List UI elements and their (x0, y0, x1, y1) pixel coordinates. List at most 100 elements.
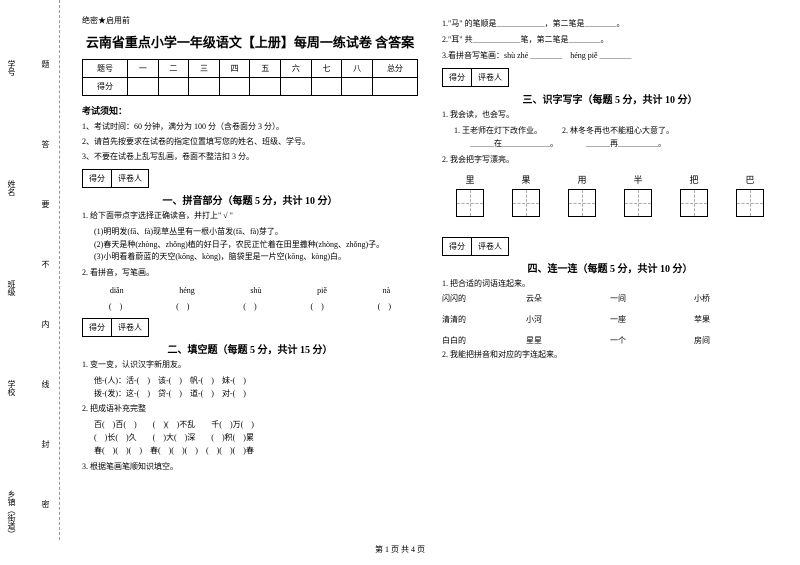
table-row: 题号 一 二 三 四 五 六 七 八 总分 (83, 60, 418, 78)
q7-stem: 1. 我会读，也会写。 (442, 109, 778, 122)
section-4-title: 四、连一连（每题 5 分，共计 10 分） (442, 260, 778, 275)
word: 一个 (610, 335, 694, 346)
notice-item: 2、请首先按要求在试卷的指定位置填写您的姓名、班级、学号。 (82, 136, 418, 148)
score-cell[interactable] (189, 78, 220, 96)
score-label: 得分 (443, 69, 472, 86)
tian-box[interactable] (624, 189, 652, 217)
score-cell[interactable] (219, 78, 250, 96)
tian-box[interactable] (680, 189, 708, 217)
score-cell[interactable] (281, 78, 312, 96)
header-cell: 六 (281, 60, 312, 78)
q1-c: (3)小明看着蔚蓝的天空(kōng、kòng)，脑袋里是一片空(kōng、kòn… (94, 251, 418, 264)
score-cell[interactable] (250, 78, 281, 96)
q1-a: (1)明明发(fā、fà)现草丛里有一根小苗发(fā、fà)芽了。 (94, 226, 418, 239)
q2-stem: 2. 看拼音，写笔画。 (82, 267, 418, 280)
word: 清清的 (442, 314, 526, 325)
binding-field-id: 学号 (6, 60, 17, 76)
pinyin: shù (250, 286, 261, 295)
grader-label: 评卷人 (472, 238, 508, 255)
paren[interactable]: ( ) (243, 301, 256, 312)
section-2-title: 二、填空题（每题 5 分，共计 15 分） (82, 341, 418, 356)
score-cell[interactable] (158, 78, 189, 96)
score-label: 得分 (83, 170, 112, 187)
grader-box: 得分 评卷人 (442, 68, 509, 87)
char-box-row: 里 果 用 半 把 (442, 173, 778, 217)
header-cell: 二 (158, 60, 189, 78)
header-cell: 题号 (83, 60, 128, 78)
seal-mark: 线 (40, 380, 51, 388)
seal-mark: 要 (40, 200, 51, 208)
score-cell[interactable] (342, 78, 373, 96)
header-cell: 五 (250, 60, 281, 78)
score-cell[interactable] (311, 78, 342, 96)
score-label: 得分 (443, 238, 472, 255)
binding-field-township: 乡镇（街道） (6, 490, 17, 538)
q6-a: 1."马" 的笔顺是＿＿＿＿＿＿，第二笔是＿＿＿＿。 (442, 18, 778, 31)
binding-field-name: 姓名 (6, 180, 17, 196)
char-label: 巴 (736, 173, 764, 186)
notice-item: 3、不要在试卷上乱写乱画，卷面不整洁扣 3 分。 (82, 151, 418, 163)
tian-box[interactable] (512, 189, 540, 217)
q9-stem: 1. 把合适的词语连起来。 (442, 278, 778, 291)
connect-row: 闪闪的 云朵 一间 小桥 (442, 293, 778, 304)
pinyin-row: diǎn héng shù piě nà (82, 286, 418, 295)
paren[interactable]: ( ) (176, 301, 189, 312)
char-label: 果 (512, 173, 540, 186)
char-label: 里 (456, 173, 484, 186)
grader-box: 得分 评卷人 (442, 237, 509, 256)
main-content: 绝密★启用前 云南省重点小学一年级语文【上册】每周一练试卷 含答案 题号 一 二… (60, 0, 800, 540)
paren[interactable]: ( ) (109, 301, 122, 312)
char-label: 用 (568, 173, 596, 186)
word: 小桥 (694, 293, 778, 304)
tian-box[interactable] (456, 189, 484, 217)
right-column: 1."马" 的笔顺是＿＿＿＿＿＿，第二笔是＿＿＿＿。 2."耳" 共＿＿＿＿＿＿… (430, 15, 790, 535)
header-cell: 八 (342, 60, 373, 78)
word: 星星 (526, 335, 610, 346)
seal-mark: 密 (40, 500, 51, 508)
word: 云朵 (526, 293, 610, 304)
tian-box[interactable] (736, 189, 764, 217)
paren[interactable]: ( ) (378, 301, 391, 312)
score-cell: 得分 (83, 78, 128, 96)
q1-stem: 1. 给下面带点字选择正确读音，并打上" √ " (82, 210, 418, 223)
q1-b: (2)春天是种(zhòng、zhǒng)植的好日子，农民正忙着在田里撒种(zhò… (94, 239, 418, 252)
pinyin: piě (317, 286, 327, 295)
q3-a: 他-(人)：活-( ) 该-( ) 帆-( ) 妹-( ) (94, 375, 418, 388)
header-cell: 三 (189, 60, 220, 78)
header-cell: 总分 (372, 60, 417, 78)
section-header-1: 得分 评卷人 (82, 169, 418, 188)
word: 小河 (526, 314, 610, 325)
word: 房间 (694, 335, 778, 346)
grader-label: 评卷人 (472, 69, 508, 86)
tian-box[interactable] (568, 189, 596, 217)
header-cell: 四 (219, 60, 250, 78)
section-header-2: 得分 评卷人 (82, 318, 418, 337)
q8-stem: 2. 我会把字写漂亮。 (442, 154, 778, 167)
char-group: 用 (568, 173, 596, 217)
seal-mark: 答 (40, 140, 51, 148)
word: 闪闪的 (442, 293, 526, 304)
pinyin: diǎn (110, 286, 124, 295)
seal-mark: 不 (40, 260, 51, 268)
word: 白白的 (442, 335, 526, 346)
seal-mark: 内 (40, 320, 51, 328)
q4-a: 百( )百( ) ( )( )不乱 千( )万( ) (94, 419, 418, 432)
q7-a: 1. 王老师在灯下改作业。 2. 林冬冬再也不能粗心大意了。 (454, 125, 778, 138)
secret-label: 绝密★启用前 (82, 15, 418, 26)
paren[interactable]: ( ) (310, 301, 323, 312)
score-cell[interactable] (372, 78, 417, 96)
q4-b: ( )长( )久 ( )大( )深 ( )积( )累 (94, 432, 418, 445)
word: 一座 (610, 314, 694, 325)
notice-heading: 考试须知： (82, 104, 418, 117)
q7-b: ＿＿＿在＿＿＿＿＿＿。 ＿＿＿再＿＿＿＿＿。 (454, 138, 778, 151)
char-group: 把 (680, 173, 708, 217)
grader-label: 评卷人 (112, 319, 148, 336)
page-container: 乡镇（街道） 学校 班级 姓名 学号 密 封 线 内 不 要 答 题 绝密★启用… (0, 0, 800, 540)
q3-stem: 1. 变一变，认识汉字新朋友。 (82, 359, 418, 372)
connect-row: 清清的 小河 一座 苹果 (442, 314, 778, 325)
word: 苹果 (694, 314, 778, 325)
section-header-3: 得分 评卷人 (442, 68, 778, 87)
seal-mark: 题 (40, 60, 51, 68)
connect-row: 白白的 星星 一个 房间 (442, 335, 778, 346)
score-cell[interactable] (128, 78, 159, 96)
